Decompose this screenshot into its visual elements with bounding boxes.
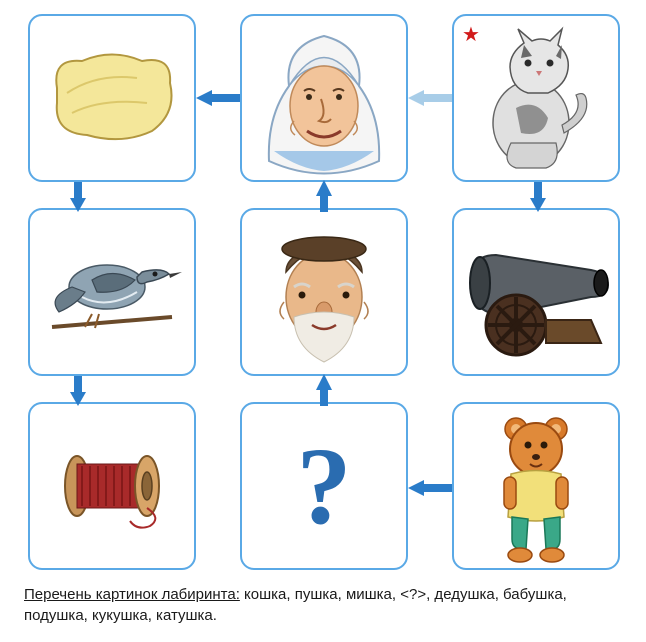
arrow-question-to-grandpa bbox=[314, 374, 334, 406]
arrow-grandma-to-pillow bbox=[196, 88, 240, 108]
cannon-icon bbox=[456, 225, 616, 360]
arrow-cat-to-cannon bbox=[528, 182, 548, 212]
bear-icon bbox=[476, 409, 596, 564]
card-question: ? bbox=[240, 402, 408, 570]
arrow-bear-to-question bbox=[408, 478, 452, 498]
spool-icon bbox=[42, 436, 182, 536]
card-cuckoo bbox=[28, 208, 196, 376]
card-grandma bbox=[240, 14, 408, 182]
cat-icon bbox=[466, 23, 606, 173]
card-grandpa bbox=[240, 208, 408, 376]
card-spool bbox=[28, 402, 196, 570]
arrow-cat-to-grandma bbox=[408, 88, 452, 108]
card-bear bbox=[452, 402, 620, 570]
card-pillow bbox=[28, 14, 196, 182]
grandpa-icon bbox=[254, 217, 394, 367]
pillow-icon bbox=[42, 43, 182, 153]
caption-label: Перечень картинок лабиринта: bbox=[24, 586, 240, 603]
caption-text: Перечень картинок лабиринта: кошка, пушк… bbox=[24, 584, 604, 626]
arrow-grandpa-to-grandma bbox=[314, 180, 334, 212]
cuckoo-icon bbox=[37, 232, 187, 352]
grandma-icon bbox=[249, 21, 399, 176]
arrow-pillow-to-cuckoo bbox=[68, 182, 88, 212]
card-cat: ★ bbox=[452, 14, 620, 182]
card-cannon bbox=[452, 208, 620, 376]
maze-grid: ★ bbox=[20, 10, 626, 580]
start-star-icon: ★ bbox=[462, 22, 480, 47]
arrow-cuckoo-to-spool bbox=[68, 376, 88, 406]
question-mark-icon: ? bbox=[297, 423, 352, 550]
